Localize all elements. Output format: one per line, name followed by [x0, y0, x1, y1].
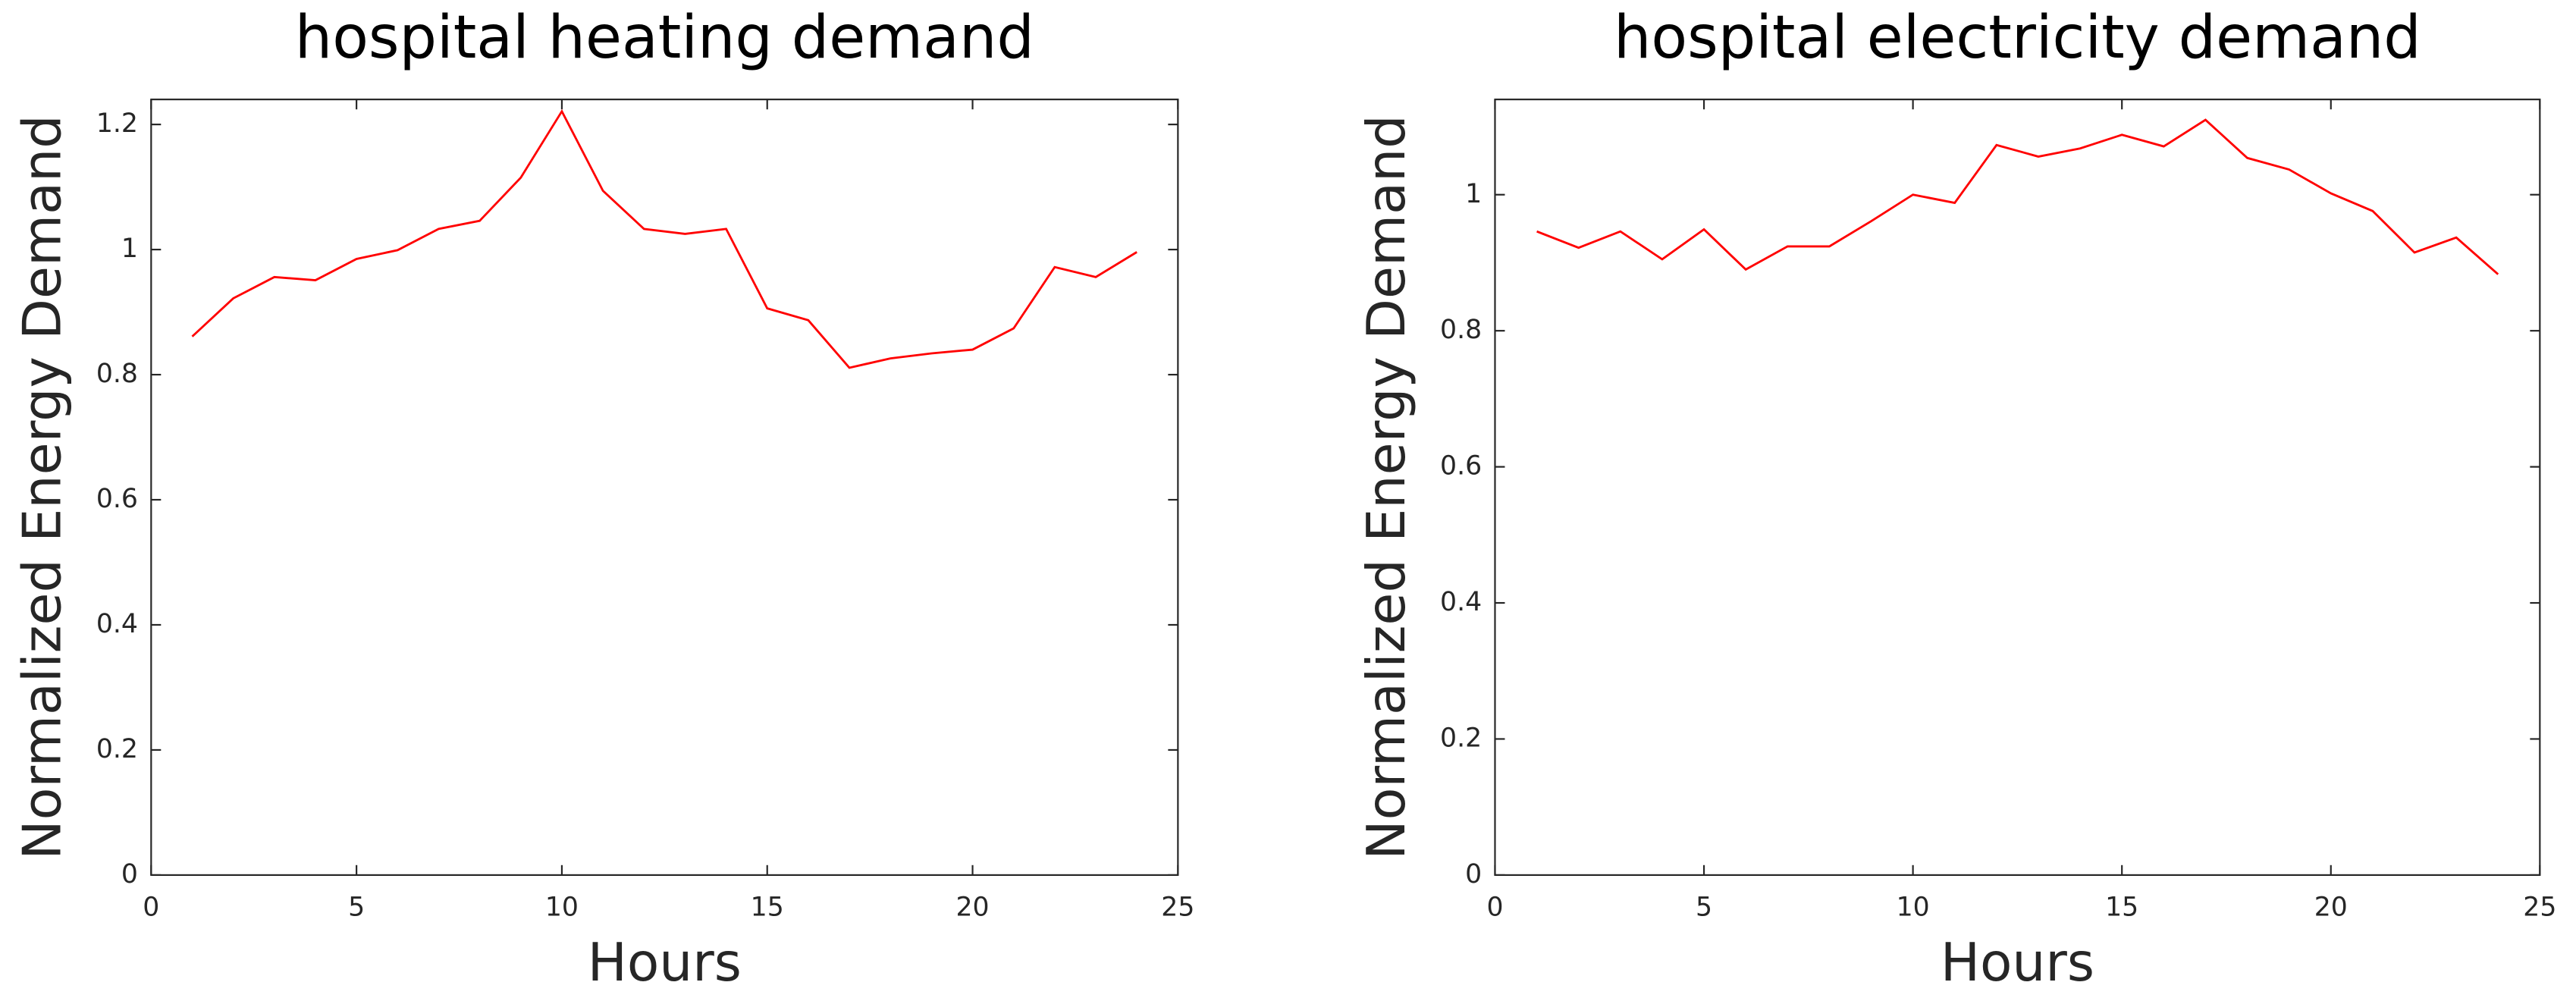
x-tick-label: 10: [545, 893, 579, 923]
line: [191, 108, 1137, 369]
x-tick-label: 15: [2105, 893, 2138, 923]
x-tick-label: 5: [1696, 893, 1712, 923]
x-tick-label: 5: [348, 893, 365, 923]
x-tick-label: 10: [1897, 893, 1930, 923]
y-tick-label: 0.2: [96, 734, 138, 764]
y-axis-label: Normalized Energy Demand: [1356, 115, 1417, 859]
line: [1536, 118, 2499, 275]
x-tick-label: 25: [1161, 893, 1194, 923]
chart-title: hospital electricity demand: [1614, 3, 2421, 72]
y-tick-label: 0.8: [96, 359, 138, 389]
x-tick-label: 25: [2523, 893, 2556, 923]
y-tick-label: 1: [121, 234, 138, 264]
plot-area: [1494, 99, 2541, 876]
y-tick-label: 0.6: [96, 484, 138, 514]
y-tick-label: 0: [121, 859, 138, 890]
x-tick-label: 20: [955, 893, 989, 923]
y-tick-label: 1.2: [96, 108, 138, 139]
y-tick-label: 0.8: [1440, 315, 1482, 345]
x-tick-label: 0: [1486, 893, 1503, 923]
y-tick-label: 0.4: [1440, 587, 1482, 617]
x-tick-label: 0: [143, 893, 159, 923]
x-axis-label: Hours: [588, 932, 742, 993]
x-axis-label: Hours: [1941, 932, 2094, 993]
y-tick-label: 1: [1465, 179, 1482, 209]
y-tick-label: 0: [1465, 859, 1482, 890]
y-tick-label: 0.2: [1440, 723, 1482, 753]
x-tick-label: 20: [2314, 893, 2348, 923]
y-tick-label: 0.6: [1440, 451, 1482, 482]
chart-title: hospital heating demand: [295, 3, 1034, 72]
y-tick-label: 0.4: [96, 609, 138, 639]
y-axis-label: Normalized Energy Demand: [12, 115, 74, 859]
x-tick-label: 15: [751, 893, 784, 923]
plot-area: [150, 99, 1179, 876]
